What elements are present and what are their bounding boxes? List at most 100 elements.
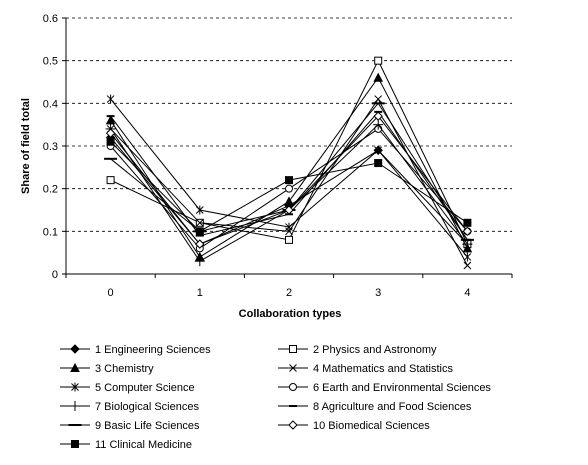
x-tick-label: 3 [375,287,381,299]
marker-square-open [285,235,293,244]
marker-diamond-open [195,239,205,249]
series-9 [104,102,474,241]
data-point [463,261,472,270]
legend-item: 2 Physics and Astronomy [278,344,437,356]
marker-square [106,137,115,146]
legend: 1 Engineering Sciences 2 Physics and Astr… [60,344,491,451]
data-point [288,420,298,430]
legend-item: 1 Engineering Sciences [60,344,211,356]
legend-label: 2 Physics and Astronomy [313,344,437,356]
legend-label: 11 Clinical Medicine [95,439,192,451]
series-lines [104,56,474,270]
y-axis-title: Share of field total [20,98,32,194]
marker-triangle [373,72,384,82]
marker-diamond-open [373,111,383,121]
data-point [285,235,293,244]
data-point [284,205,294,215]
marker-diamond [70,344,80,354]
legend-item: 9 Basic Life Sciences [60,420,200,432]
data-point [374,56,383,65]
marker-square [71,440,79,448]
marker-triangle [105,115,116,125]
data-point [374,145,383,155]
legend-label: 4 Mathematics and Statistics [313,363,454,375]
legend-item: 7 Biological Sciences [60,401,199,413]
legend-label: 9 Basic Life Sciences [95,420,200,432]
x-tick-label: 0 [108,287,114,299]
data-point [374,159,383,168]
legend-item: 11 Clinical Medicine [60,439,192,451]
marker-square-open [289,345,297,353]
series-line [110,102,468,241]
legend-label: 3 Chemistry [95,363,154,375]
data-point [373,111,383,121]
data-point [105,115,116,125]
series-10 [105,111,473,249]
y-tick-label: 0.3 [43,141,58,153]
legend-item: 4 Mathematics and Statistics [278,363,454,375]
marker-square-open [374,56,383,65]
y-tick-label: 0.5 [43,56,58,68]
x-tick-label: 2 [286,287,292,299]
marker-square-open [106,176,115,185]
data-point [462,226,473,237]
data-point [289,345,297,353]
series-line [110,59,468,245]
marker-triangle [70,362,80,372]
marker-x-b [374,95,383,103]
legend-item: 10 Biomedical Sciences [278,420,430,432]
data-point [289,383,297,391]
data-point [285,184,293,193]
data-point [70,401,80,411]
data-point [463,218,472,227]
y-tick-label: 0.2 [43,184,58,196]
marker-square [195,227,204,236]
series-11 [106,137,472,236]
data-point [373,119,384,130]
data-point [71,382,79,392]
legend-item: 5 Computer Science [60,382,195,394]
data-point [70,344,80,354]
legend-label: 6 Earth and Environmental Sciences [313,382,491,394]
marker-diamond-open [288,420,298,430]
marker-square [374,159,383,168]
data-point [70,362,80,372]
marker-x-b [463,261,472,270]
marker-diamond-open [462,226,473,237]
series-line [110,111,468,241]
x-tick-label: 4 [464,287,470,299]
marker-square [285,176,293,185]
marker-square [463,218,472,227]
data-point [106,137,115,146]
data-point [195,239,205,249]
legend-label: 5 Computer Science [95,382,195,394]
marker-x-b [195,218,204,227]
marker-circle-open [289,383,297,391]
legend-label: 8 Agriculture and Food Sciences [313,401,472,413]
legend-item: 6 Earth and Environmental Sciences [278,382,491,394]
axes [62,17,513,278]
data-point [194,256,205,267]
data-point [285,222,293,232]
legend-label: 7 Biological Sciences [95,401,199,413]
marker-x-b [289,364,297,372]
data-point [285,176,293,185]
data-point [71,440,79,448]
y-tick-label: 0.4 [43,98,58,110]
marker-diamond-open [105,128,116,138]
x-tick-label: 1 [197,287,203,299]
marker-circle-open [285,184,293,193]
data-point [195,205,204,215]
data-point [106,94,115,104]
tick-labels: 0 0.1 0.2 0.3 0.4 0.5 0.6 0 1 2 3 4 [43,13,471,299]
legend-label: 10 Biomedical Sciences [313,420,430,432]
data-point [195,218,204,227]
data-point [105,128,116,138]
data-point [289,364,297,372]
data-point [195,227,204,236]
y-tick-label: 0.1 [43,226,58,238]
marker-diamond-open [284,205,294,215]
y-tick-label: 0.6 [43,13,58,25]
